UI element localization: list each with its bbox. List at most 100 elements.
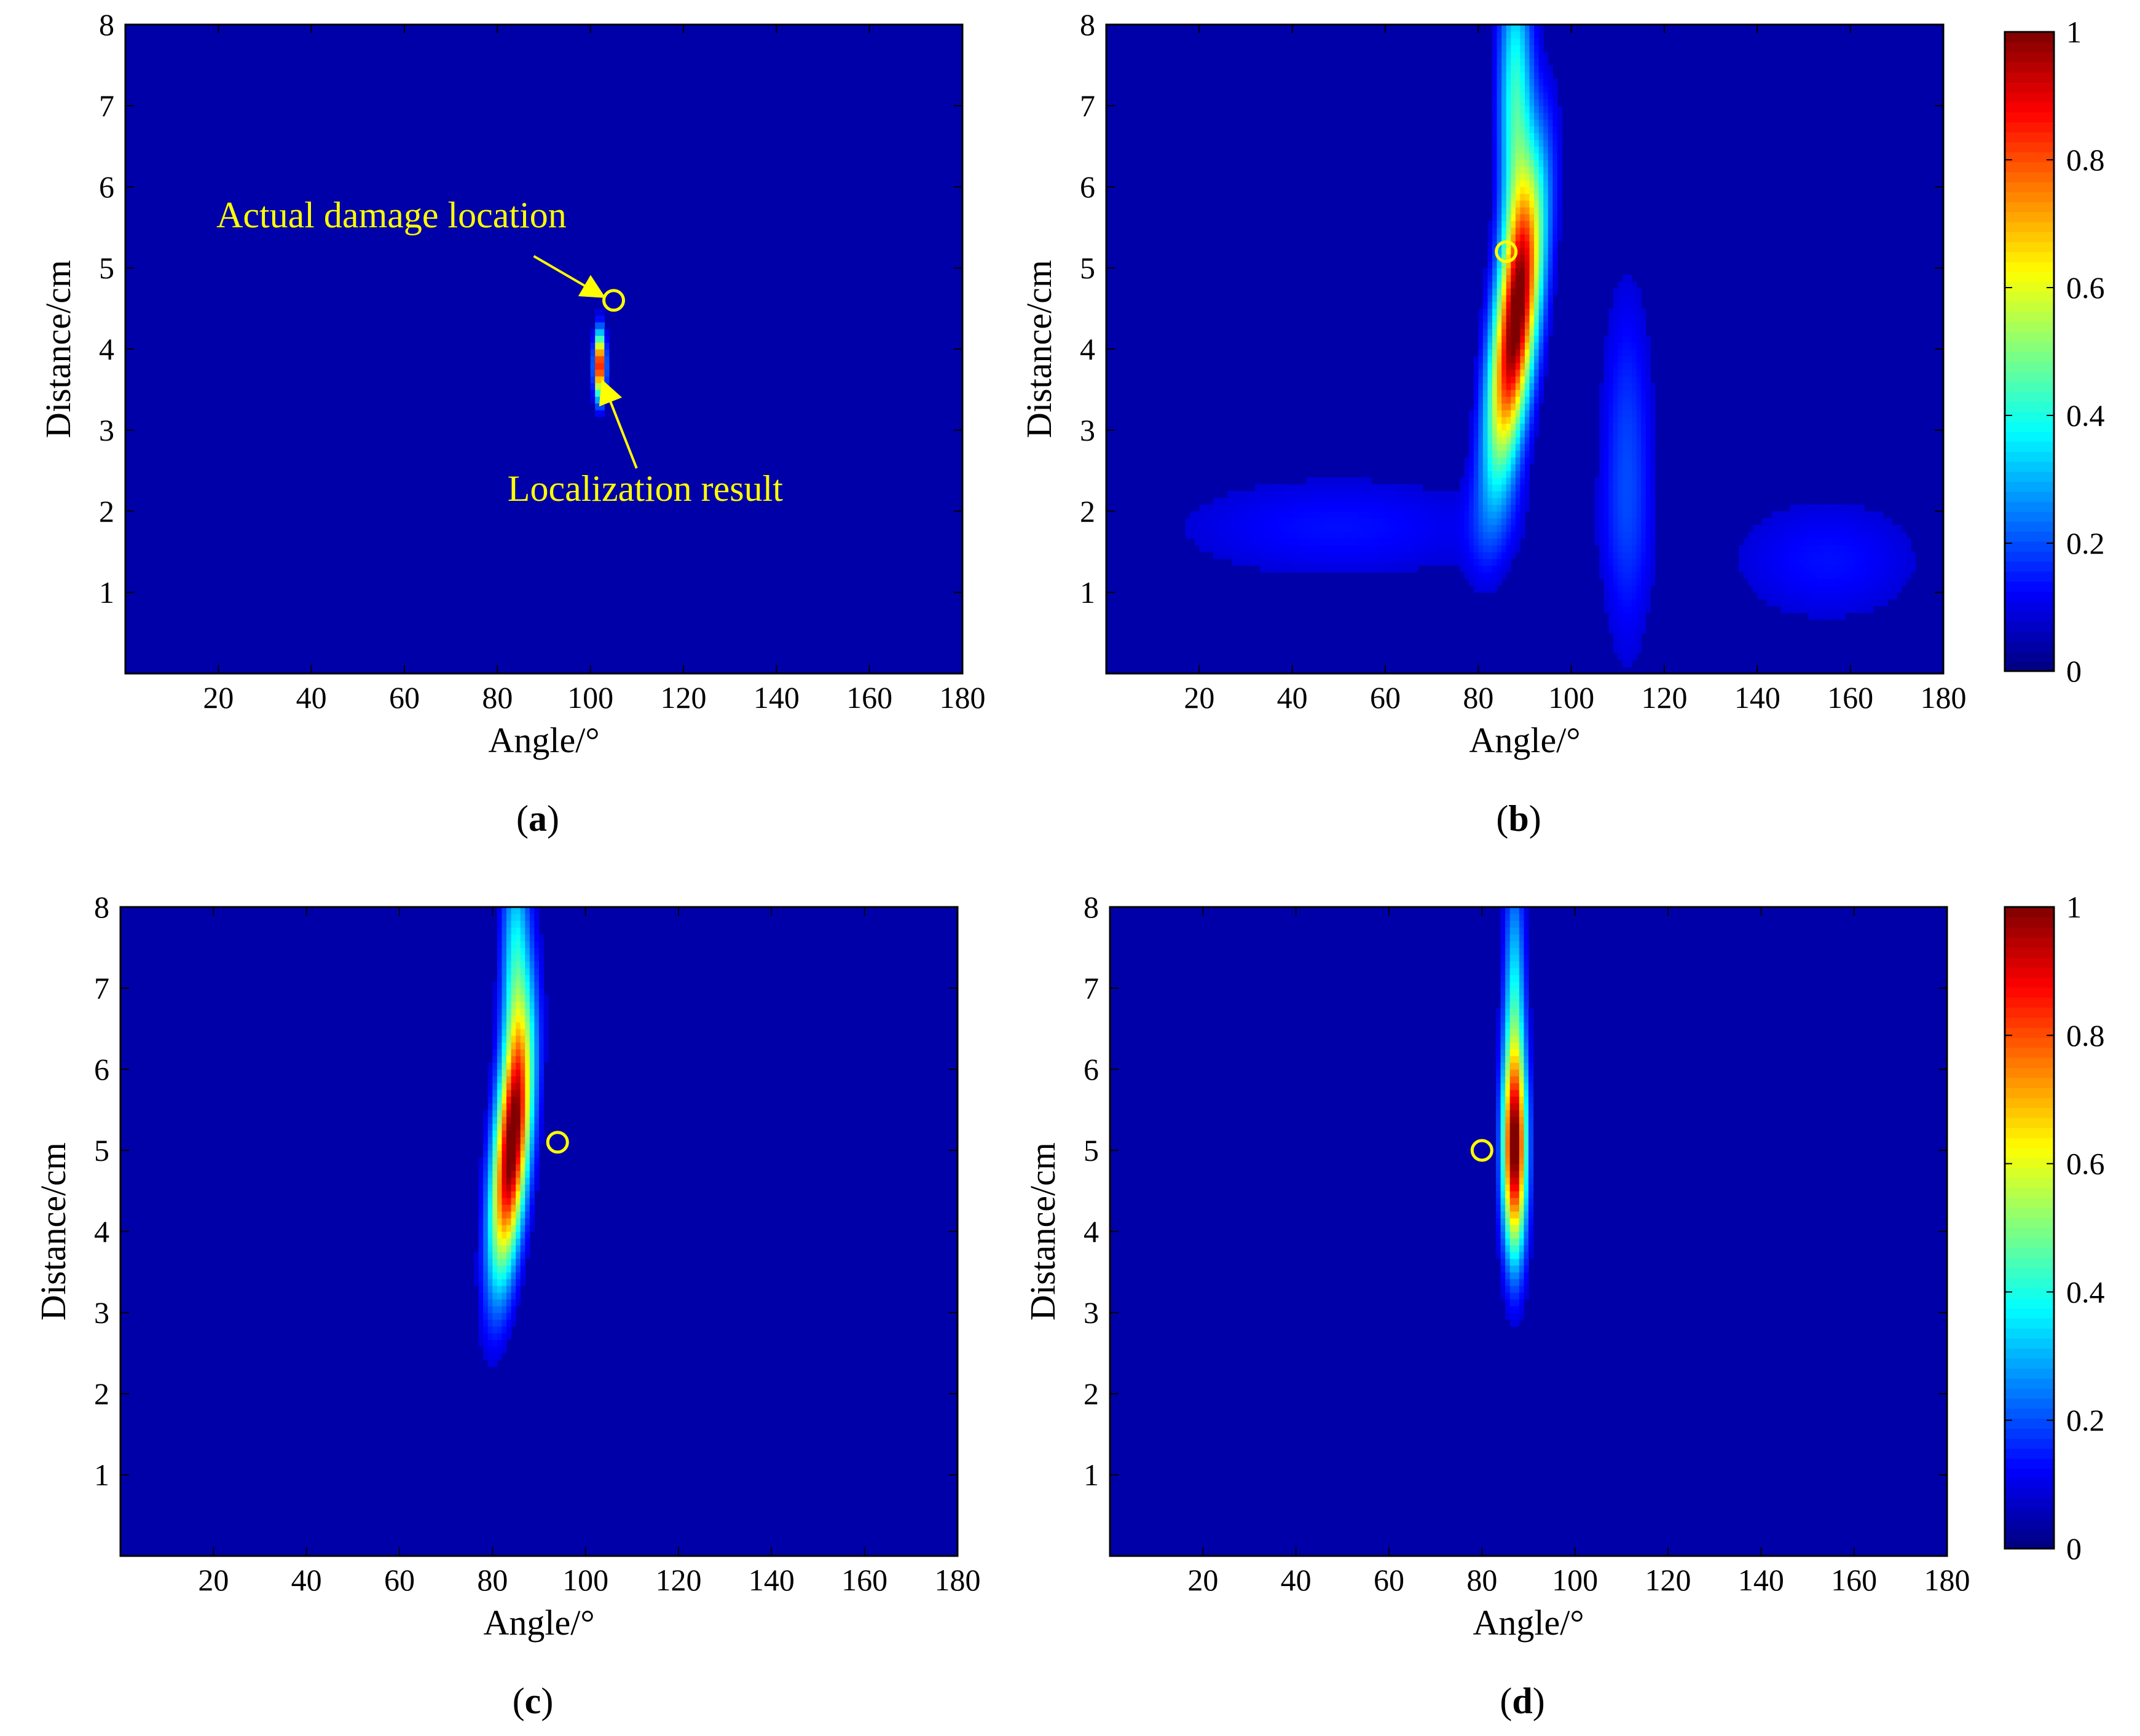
heatmap-cell (1748, 559, 1753, 566)
heatmap-cell (1827, 613, 1832, 620)
heatmap-cell (590, 363, 596, 370)
heatmap-cell (1232, 498, 1237, 505)
heatmap-cell (1618, 505, 1623, 512)
heatmap-cell (534, 1144, 540, 1151)
heatmap-cell (1278, 538, 1284, 546)
heatmap-cell (1776, 525, 1781, 532)
heatmap-cell (590, 396, 596, 404)
heatmap-cell (1515, 275, 1521, 282)
heatmap-cell (1603, 430, 1609, 438)
heatmap-cell (1427, 491, 1433, 498)
heatmap-cell (1836, 599, 1842, 607)
heatmap-cell (1846, 545, 1851, 552)
heatmap-cell (1766, 552, 1772, 559)
heatmap-cell (483, 1211, 489, 1219)
heatmap-cell (590, 349, 596, 356)
heatmap-cell (511, 1272, 516, 1279)
heatmap-cell (1505, 1211, 1511, 1219)
heatmap-cell (1650, 498, 1656, 505)
heatmap-cell (1519, 1083, 1525, 1090)
heatmap-cell (1528, 1117, 1534, 1124)
heatmap-cell (1514, 1110, 1520, 1117)
heatmap-cell (502, 1211, 507, 1219)
colorbar-segment (2005, 641, 2054, 652)
heatmap-cell (1509, 1144, 1515, 1151)
heatmap-cell (1524, 1171, 1529, 1178)
heatmap-cell (1505, 1015, 1511, 1023)
heatmap-cell (1757, 559, 1763, 566)
heatmap-cell (1501, 498, 1507, 505)
colorbar-segment (2005, 1498, 2054, 1509)
heatmap-cell (1511, 552, 1516, 559)
heatmap-cell (525, 1177, 530, 1185)
heatmap-cell (1511, 315, 1516, 323)
heatmap-cell (1478, 430, 1484, 438)
heatmap-cell (1441, 505, 1446, 512)
heatmap-cell (1641, 417, 1646, 424)
heatmap-cell (1636, 336, 1642, 343)
heatmap-cell (1534, 410, 1540, 417)
heatmap-cell (534, 1035, 540, 1043)
heatmap-cell (483, 1279, 489, 1286)
heatmap-cell (1395, 532, 1400, 539)
heatmap-cell (511, 1259, 516, 1266)
y-axis-label: Distance/cm (38, 260, 78, 438)
heatmap-cell (1297, 545, 1302, 552)
heatmap-cell (1496, 1204, 1501, 1212)
heatmap-cell (1511, 329, 1516, 336)
colorbar-segment (2005, 1368, 2054, 1379)
heatmap-cell (1515, 45, 1521, 52)
heatmap-cell (1306, 552, 1312, 559)
heatmap-cell (1534, 85, 1540, 93)
y-tick-label: 2 (1084, 1377, 1099, 1411)
heatmap-cell (1500, 981, 1506, 989)
heatmap-cell (1506, 31, 1511, 39)
heatmap-cell (1500, 1198, 1506, 1205)
heatmap-cell (1500, 1130, 1506, 1137)
heatmap-cell (1524, 1292, 1529, 1300)
heatmap-cell (1776, 538, 1781, 546)
heatmap-cell (1525, 241, 1530, 248)
heatmap-cell (1464, 498, 1469, 505)
colorbar-1: 00.20.40.60.81 (2004, 15, 2105, 688)
heatmap-cell (1524, 1062, 1529, 1070)
heatmap-cell (1511, 52, 1516, 59)
heatmap-cell (1501, 99, 1507, 106)
heatmap-cell (1618, 498, 1623, 505)
heatmap-cell (1552, 167, 1558, 174)
heatmap-cell (1822, 525, 1828, 532)
heatmap-cell (487, 1191, 493, 1198)
heatmap-cell (1538, 308, 1544, 316)
heatmap-cell (1515, 532, 1521, 539)
heatmap-cell (1492, 336, 1498, 343)
heatmap-cell (1482, 430, 1489, 438)
heatmap-cell (487, 1313, 493, 1320)
heatmap-cell (502, 1002, 507, 1009)
heatmap-cell (1506, 207, 1511, 214)
heatmap-cell (1641, 525, 1646, 532)
heatmap-cell (1431, 525, 1437, 532)
heatmap-cell (1534, 234, 1540, 242)
heatmap-cell (1339, 484, 1344, 492)
heatmap-cell (1375, 505, 1382, 512)
heatmap-cell (506, 941, 512, 948)
heatmap-cell (1543, 227, 1549, 235)
heatmap-cell (506, 1292, 512, 1300)
heatmap-cell (1497, 119, 1502, 127)
heatmap-cell (492, 1252, 498, 1259)
heatmap-cell (1776, 592, 1781, 600)
heatmap-cell (1603, 606, 1609, 613)
heatmap-cell (1514, 1191, 1520, 1198)
colorbar-segment (2005, 551, 2054, 562)
heatmap-cell (1431, 511, 1437, 519)
colorbar-segment (2005, 72, 2054, 83)
heatmap-cell (1505, 1218, 1511, 1225)
heatmap-cell (525, 921, 530, 928)
heatmap-cell (1348, 559, 1353, 566)
heatmap-cell (1529, 126, 1535, 133)
heatmap-cell (1645, 579, 1651, 586)
heatmap-cell (1887, 545, 1893, 552)
heatmap-cell (1632, 369, 1637, 377)
heatmap-cell (1524, 1225, 1529, 1232)
heatmap-cell (1515, 477, 1521, 485)
